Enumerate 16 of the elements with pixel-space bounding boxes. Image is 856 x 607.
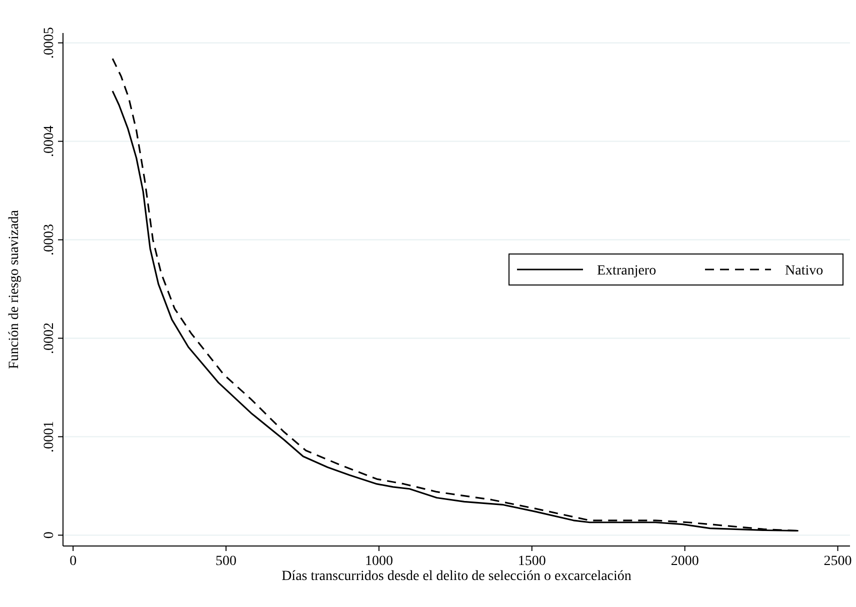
x-tick-label: 1000: [364, 554, 393, 569]
y-tick-label: .0001: [42, 420, 57, 452]
x-tick-label: 1500: [518, 554, 546, 569]
x-tick-label: 2500: [824, 554, 852, 569]
x-tick-label: 0: [70, 554, 77, 569]
x-tick-label: 2000: [670, 554, 699, 569]
y-tick-label: .0005: [42, 27, 57, 59]
x-tick-label: 500: [216, 554, 237, 569]
y-axis-title: Función de riesgo suavizada: [7, 209, 22, 370]
y-tick-label: .0002: [42, 322, 57, 354]
y-tick-label: 0: [42, 532, 57, 539]
y-tick-label: .0004: [42, 126, 57, 158]
y-tick-label: .0003: [42, 224, 57, 256]
legend-label: Extranjero: [597, 264, 656, 278]
legend-label: Nativo: [785, 264, 824, 278]
x-axis-title: Días transcurridos desde el delito de selección o excarcelación: [282, 569, 632, 584]
